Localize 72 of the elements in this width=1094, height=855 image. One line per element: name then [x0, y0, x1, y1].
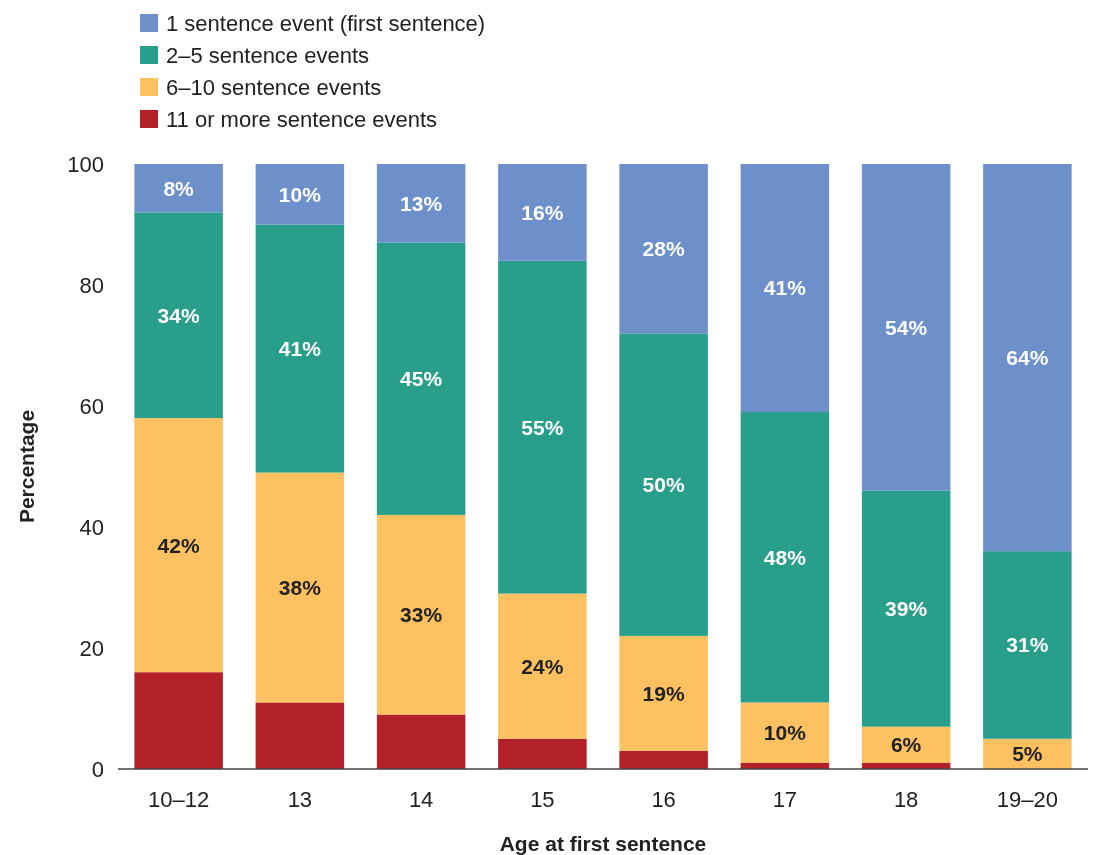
data-label: 19% [642, 681, 685, 705]
data-label: 55% [521, 415, 564, 439]
bar [376, 164, 466, 243]
bar [619, 750, 708, 769]
data-label: 6% [890, 733, 922, 757]
data-label: 5% [1012, 742, 1043, 766]
bar [861, 164, 951, 491]
x-tick-label: 14 [408, 787, 434, 812]
y-axis-title: Percentage [15, 409, 38, 524]
bar [255, 702, 345, 769]
y-tick-label: 40 [79, 514, 104, 540]
bar [498, 593, 587, 739]
bar [376, 714, 466, 769]
bar [134, 164, 223, 213]
bar [376, 242, 466, 515]
data-label: 10% [763, 721, 807, 745]
data-label: 64% [1006, 345, 1049, 369]
data-label: 31% [1006, 633, 1049, 657]
y-tick-label: 20 [79, 635, 104, 661]
bar [740, 702, 830, 763]
x-tick-label: 17 [772, 787, 798, 812]
data-label: 48% [763, 545, 807, 569]
x-tick-label: 19–20 [996, 787, 1058, 812]
bar [134, 672, 223, 769]
y-tick-label: 0 [91, 756, 104, 782]
bar [861, 490, 951, 727]
bar [255, 472, 345, 703]
legend-label: 2–5 sentence events [166, 42, 370, 68]
x-tick-label: 13 [287, 787, 313, 812]
data-label: 10% [278, 182, 322, 206]
data-label: 39% [885, 597, 928, 621]
data-label: 28% [642, 237, 685, 261]
data-label: 24% [521, 654, 564, 678]
bar [376, 514, 466, 715]
data-label: 54% [885, 315, 928, 339]
data-label: 42% [157, 533, 200, 557]
x-tick-label: 18 [893, 787, 919, 812]
bar [498, 738, 587, 769]
data-label: 50% [642, 473, 685, 496]
bar [740, 412, 830, 703]
bar [619, 164, 708, 334]
bar [983, 164, 1072, 552]
bar [255, 224, 345, 473]
bar [861, 726, 951, 763]
y-tick-label: 60 [79, 393, 104, 419]
x-tick-label: 16 [651, 787, 676, 812]
data-label: 38% [278, 575, 322, 599]
data-label: 33% [400, 603, 443, 627]
bar [498, 164, 587, 261]
data-label: 45% [400, 367, 443, 391]
data-label: 16% [521, 200, 564, 224]
bar [740, 164, 830, 413]
legend-label: 11 or more sentence events [166, 106, 438, 132]
data-label: 41% [763, 276, 807, 300]
data-label: 13% [400, 191, 443, 215]
legend-label: 1 sentence event (first sentence) [166, 10, 486, 36]
bar [983, 551, 1072, 739]
data-label: 41% [278, 336, 322, 360]
x-tick-label: 15 [530, 787, 555, 812]
legend-label: 6–10 sentence events [166, 74, 382, 100]
bar [134, 418, 223, 673]
data-label: 34% [157, 303, 200, 327]
bar [619, 635, 708, 751]
x-axis-title: Age at first sentence [499, 832, 707, 855]
bar [619, 333, 708, 636]
y-tick-label: 80 [79, 272, 104, 298]
y-tick-label: 100 [67, 151, 104, 177]
x-tick-label: 10–12 [148, 787, 210, 812]
data-label: 8% [163, 176, 195, 200]
bar [255, 164, 345, 225]
bar [498, 260, 587, 594]
bar [134, 212, 223, 419]
